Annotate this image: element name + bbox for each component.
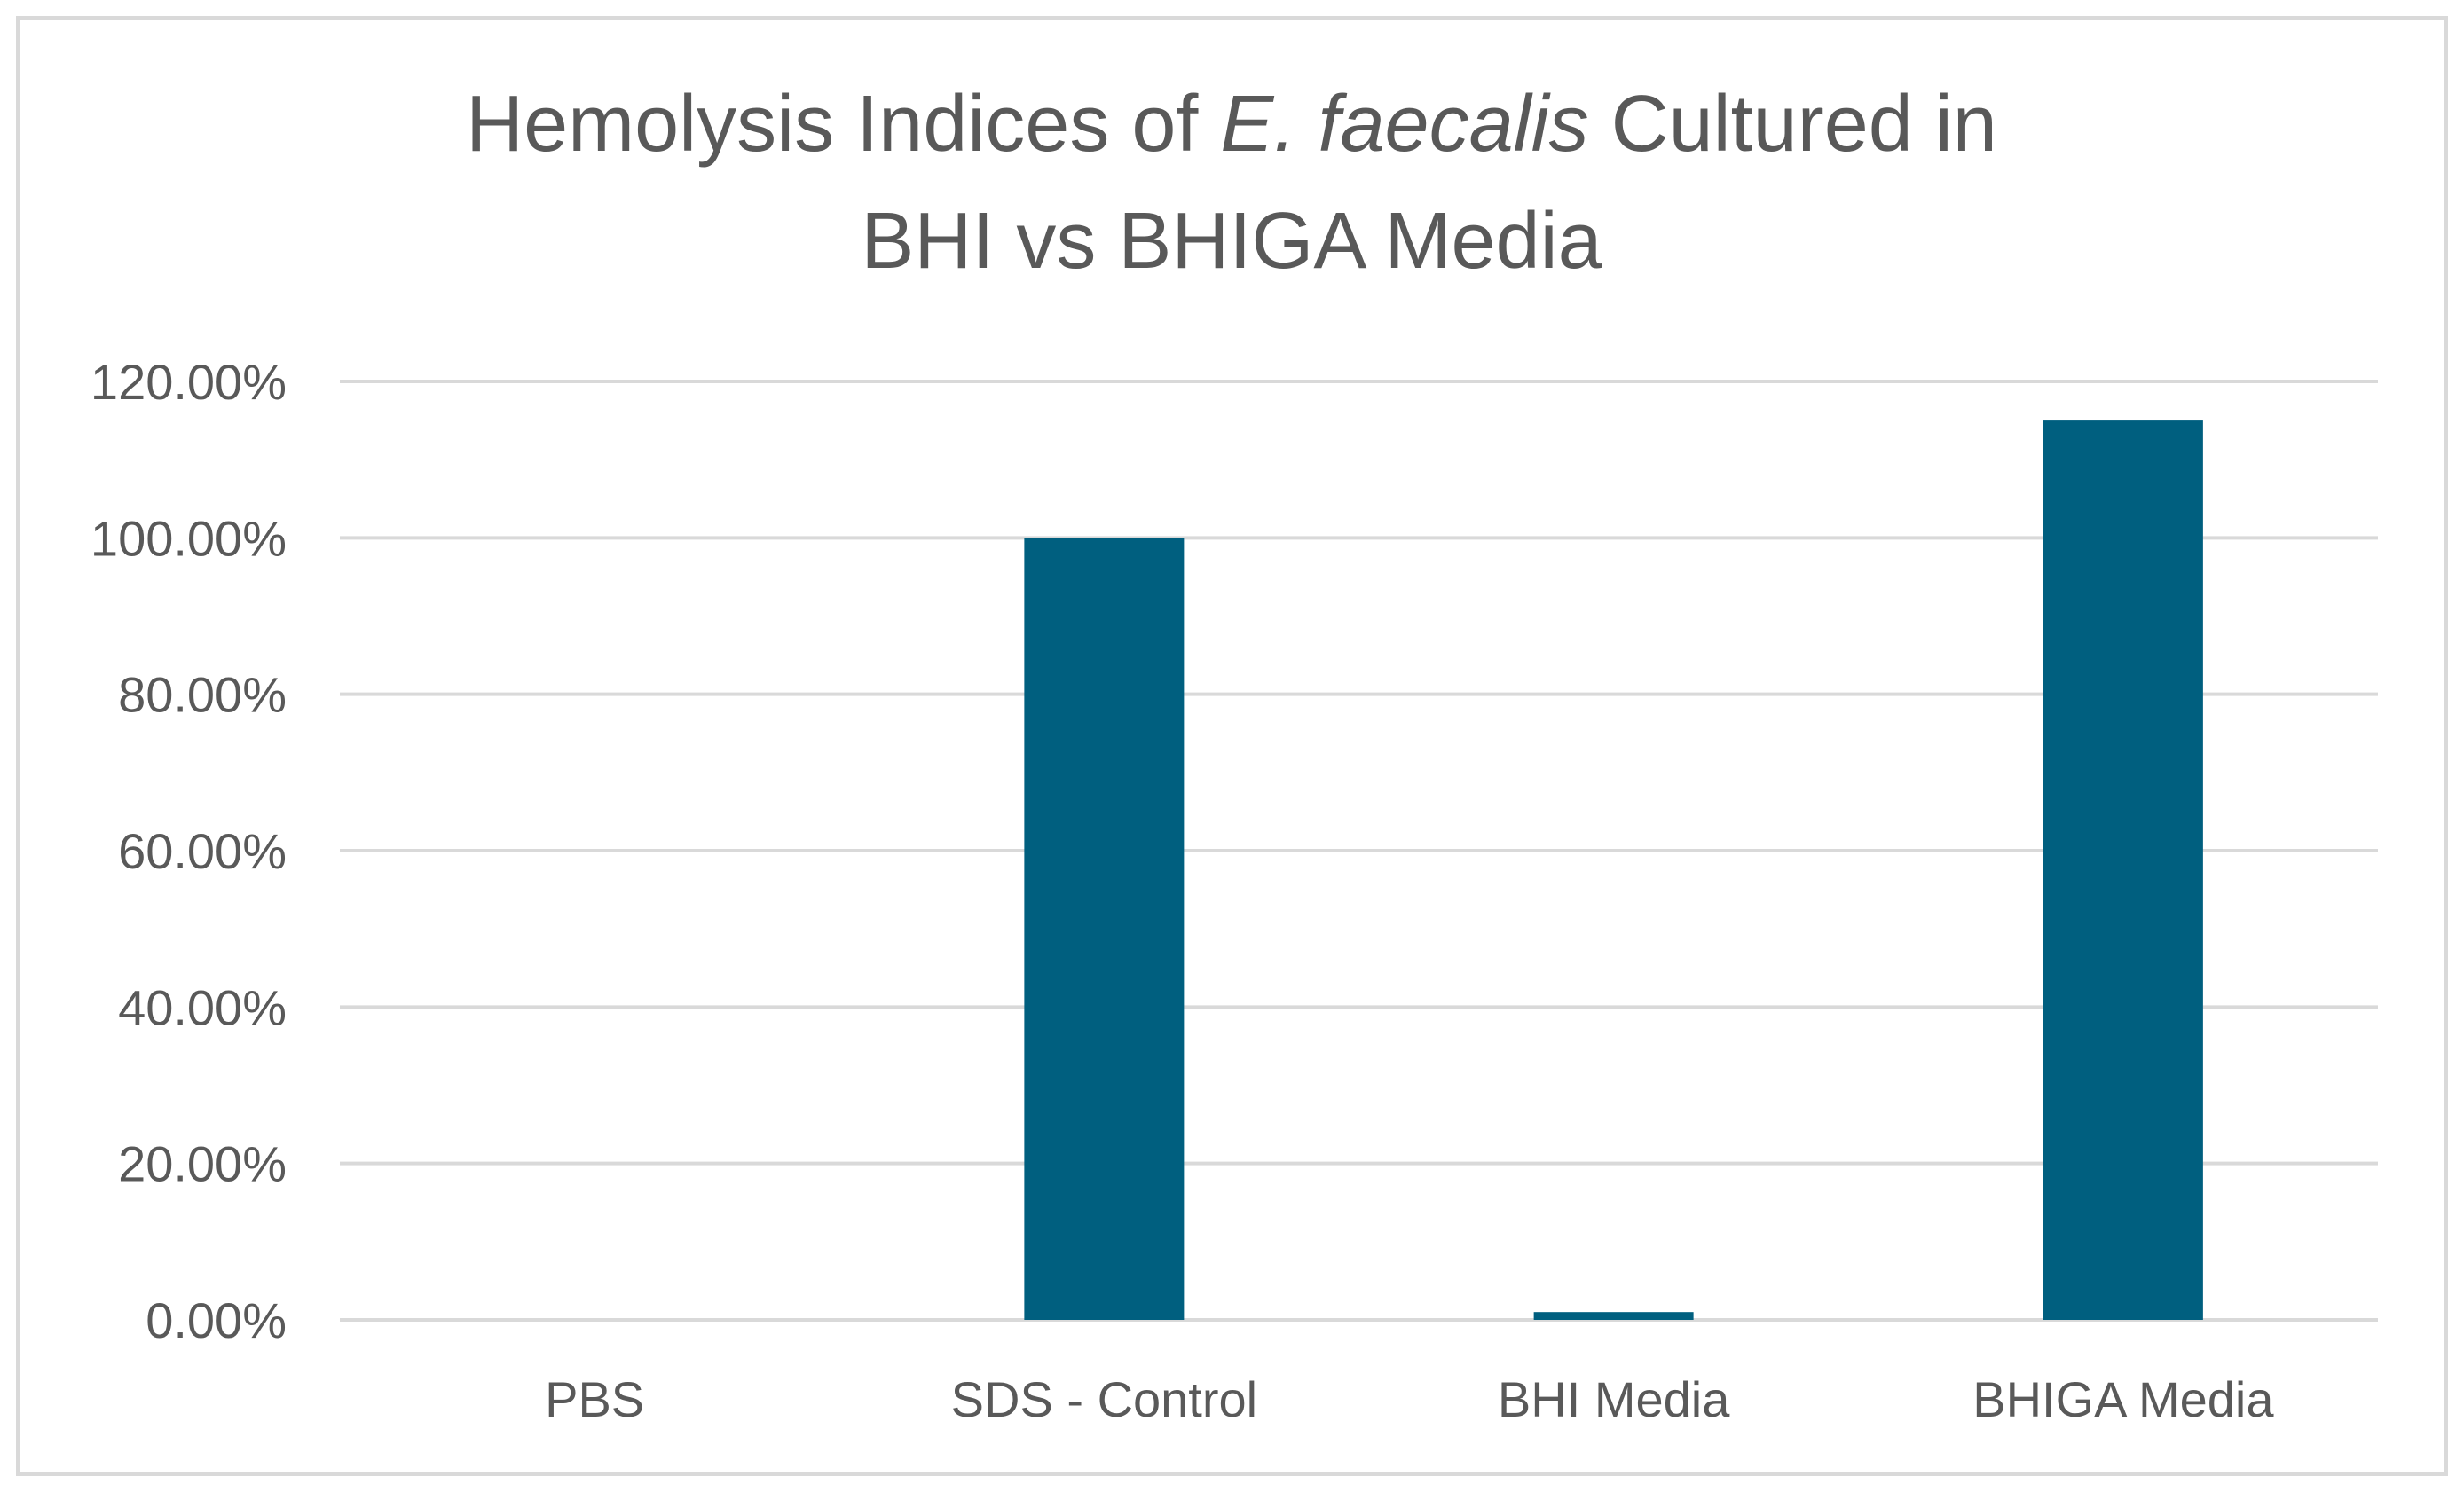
y-axis-ticks: 0.00% 20.00% 40.00% 60.00% 80.00% 100.00% 120.… <box>91 354 287 1348</box>
chart-frame <box>16 16 2448 1476</box>
gridlines <box>340 380 2378 1322</box>
bars <box>1024 420 2203 1320</box>
x-category-label: PBS <box>545 1371 644 1427</box>
bar-bhiga-media <box>2043 420 2203 1320</box>
y-tick-label: 60.00% <box>118 823 287 879</box>
chart-title-part-2: Cultured in <box>1589 80 1997 169</box>
x-category-label: BHI Media <box>1498 1371 1730 1427</box>
x-category-label: SDS - Control <box>951 1371 1257 1427</box>
y-tick-label: 20.00% <box>118 1136 287 1192</box>
bar-sds-control <box>1024 538 1185 1320</box>
chart-title-part-1: Hemolysis Indices of <box>466 80 1220 169</box>
chart-title-line-2: BHI vs BHIGA Media <box>861 197 1602 286</box>
chart-title-italic: E. faecalis <box>1220 80 1588 169</box>
y-tick-label: 100.00% <box>91 510 287 566</box>
chart-title-line-1: Hemolysis Indices of E. faecalis Culture… <box>466 80 1997 169</box>
y-tick-label: 40.00% <box>118 979 287 1035</box>
y-tick-label: 120.00% <box>91 354 287 410</box>
bar-bhi-media <box>1533 1312 1694 1320</box>
x-category-label: BHIGA Media <box>1972 1371 2274 1427</box>
x-axis-categories: PBS SDS - Control BHI Media BHIGA Media <box>545 1371 2274 1427</box>
y-tick-label: 80.00% <box>118 667 287 723</box>
y-tick-label: 0.00% <box>146 1292 287 1348</box>
